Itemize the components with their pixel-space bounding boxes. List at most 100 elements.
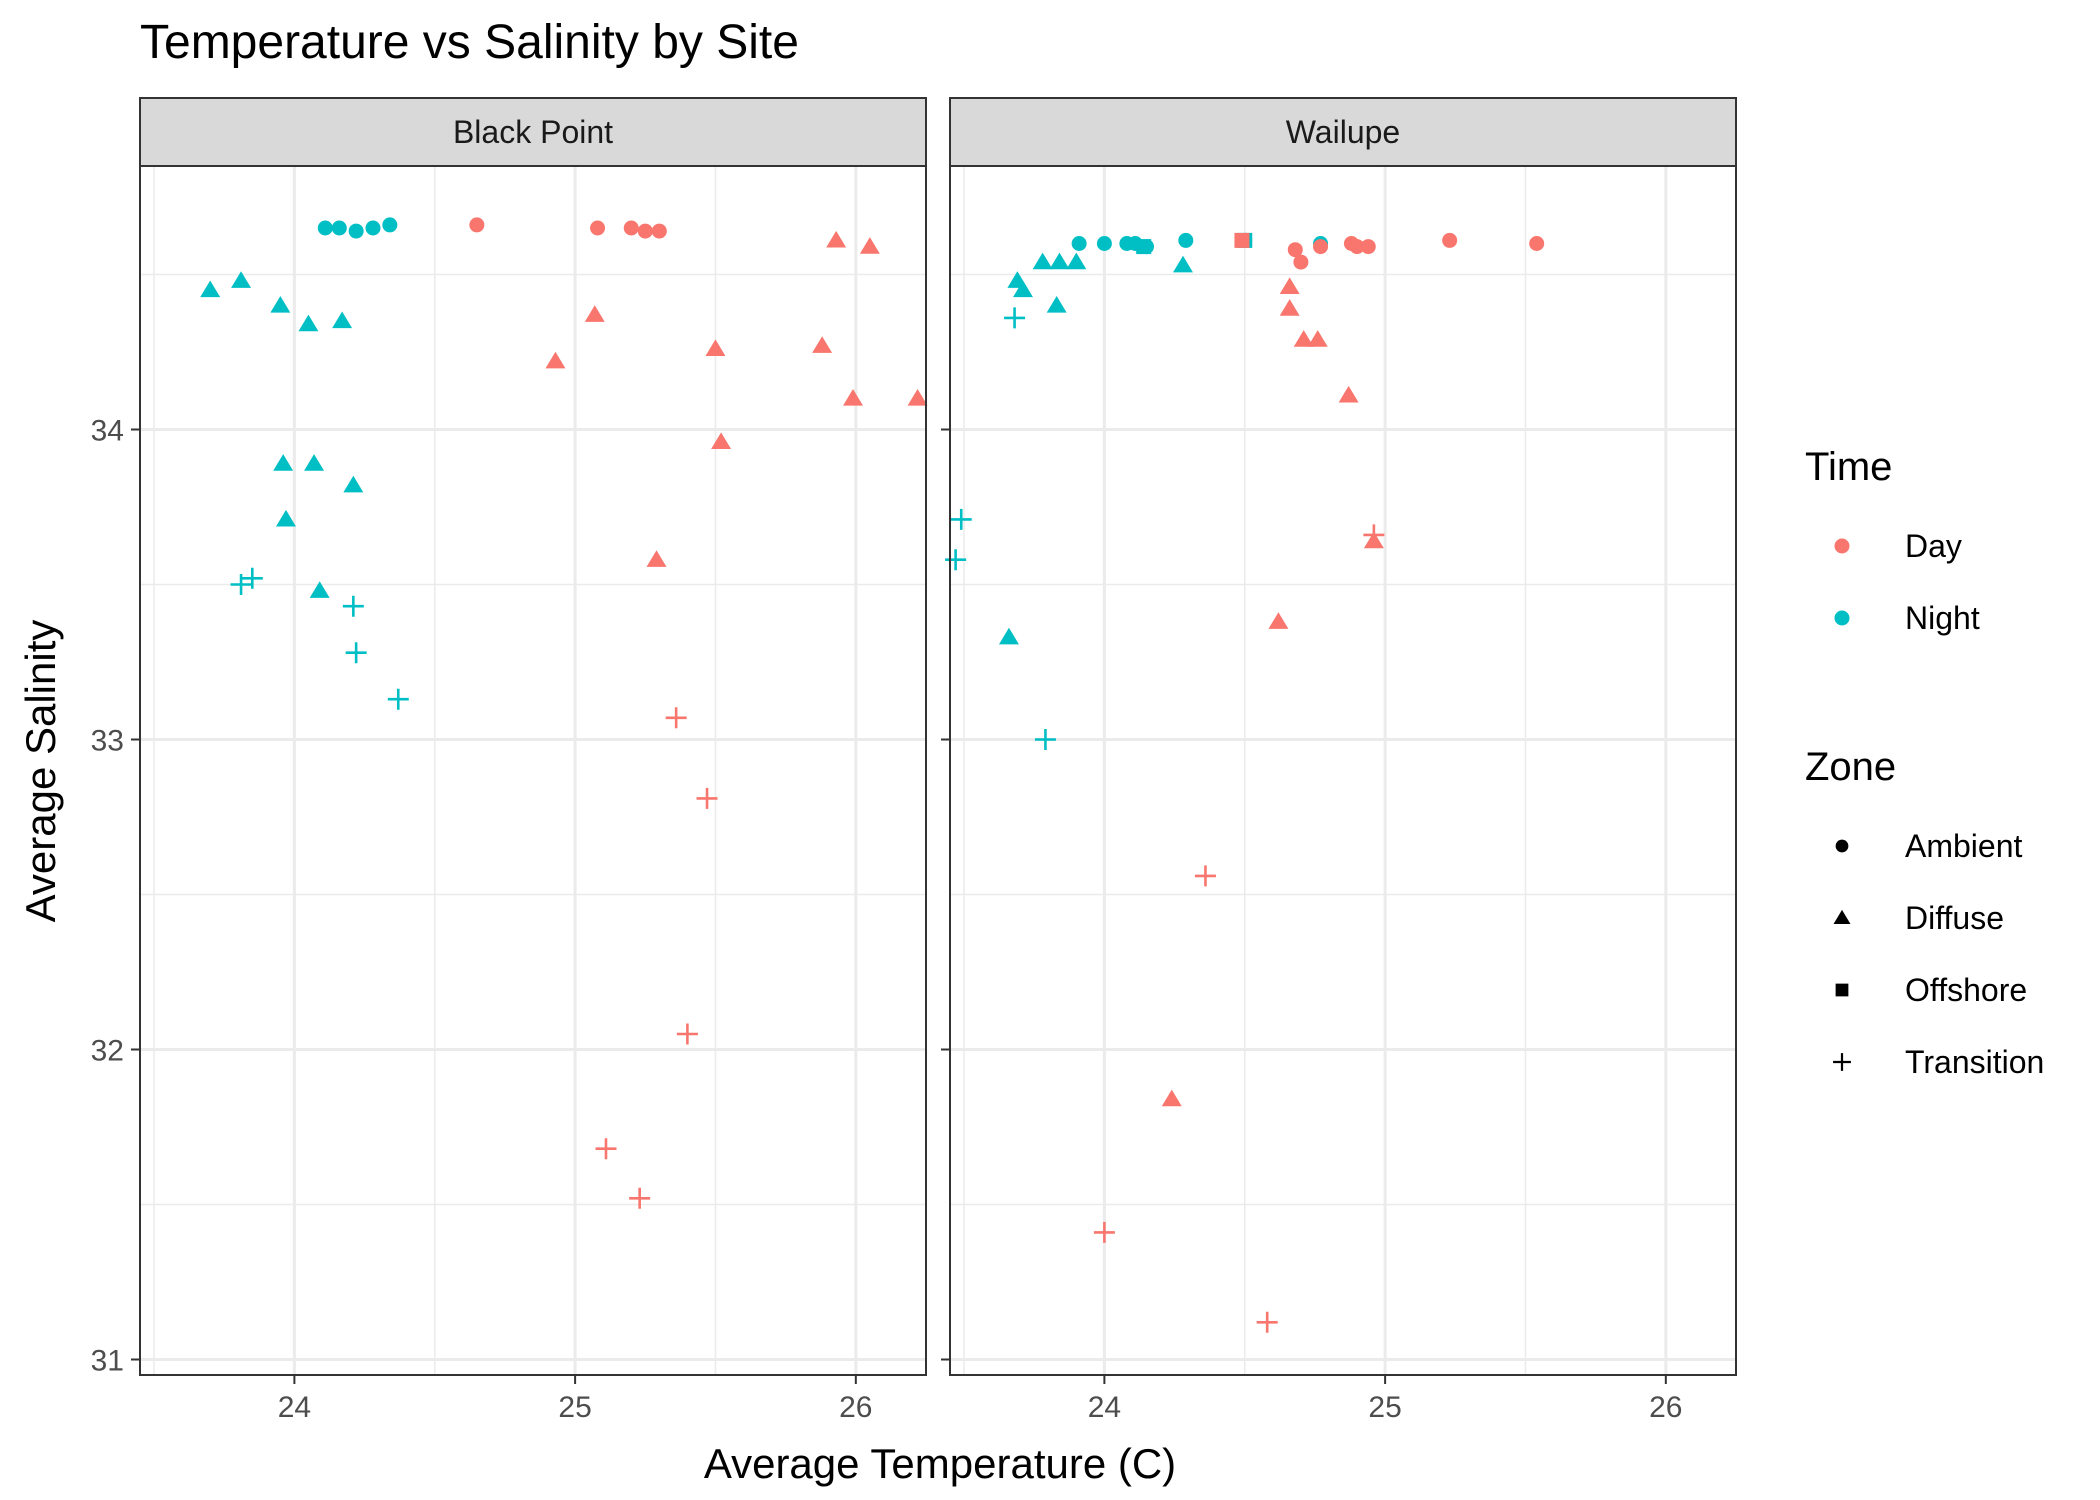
data-point xyxy=(1287,242,1303,258)
data-point xyxy=(1173,255,1193,273)
data-point xyxy=(1279,299,1300,316)
legend-key-day xyxy=(1834,538,1850,554)
x-tick-label: 26 xyxy=(1649,1391,1682,1424)
legend-key-offshore xyxy=(1835,983,1849,997)
data-point xyxy=(1234,232,1250,248)
legend-label: Diffuse xyxy=(1905,900,2004,936)
data-point xyxy=(705,339,726,357)
data-point xyxy=(812,336,833,353)
data-point xyxy=(365,220,381,236)
y-tick-label: 31 xyxy=(91,1345,124,1378)
data-point xyxy=(859,237,880,254)
facet-strip-label: Black Point xyxy=(453,114,613,150)
data-point xyxy=(200,280,221,298)
data-point xyxy=(1279,277,1300,295)
data-point xyxy=(1161,1089,1182,1107)
legend-label: Day xyxy=(1905,528,1962,564)
facet-strip-label: Wailupe xyxy=(1286,114,1400,150)
data-point xyxy=(676,1023,698,1045)
data-point xyxy=(1046,296,1067,313)
x-tick-label: 24 xyxy=(1088,1391,1121,1424)
legend-title-time: Time xyxy=(1805,445,1892,489)
data-point xyxy=(584,305,605,322)
data-point xyxy=(331,220,347,236)
data-point xyxy=(950,508,972,530)
y-axis-label: Average Salinity xyxy=(17,620,64,923)
x-tick-label: 26 xyxy=(839,1391,872,1424)
data-point xyxy=(345,642,367,664)
data-point xyxy=(1096,236,1112,251)
data-point xyxy=(646,550,667,567)
data-point xyxy=(1004,307,1026,329)
data-point xyxy=(231,271,252,288)
data-point xyxy=(1093,1221,1115,1243)
facet-strip xyxy=(139,97,927,167)
data-point xyxy=(907,389,928,406)
facet-panel-wailupe: Wailupe 24 25 26 xyxy=(941,97,1737,1424)
data-point xyxy=(1178,232,1194,248)
data-point xyxy=(469,217,485,233)
data-point xyxy=(711,432,732,450)
data-point xyxy=(1313,239,1329,255)
legend-label: Offshore xyxy=(1905,972,2027,1008)
data-point xyxy=(637,223,653,239)
data-point xyxy=(317,220,333,236)
panel-border xyxy=(949,165,1737,1376)
data-point xyxy=(1032,252,1053,270)
data-point xyxy=(651,223,667,239)
data-point xyxy=(1034,729,1056,750)
data-point xyxy=(1349,239,1365,255)
data-point xyxy=(1136,239,1152,255)
data-point xyxy=(1442,232,1458,248)
facet-strip xyxy=(949,97,1737,167)
y-tick-label: 34 xyxy=(91,415,124,448)
y-tick-label: 33 xyxy=(91,725,124,758)
data-point xyxy=(230,574,252,595)
data-point xyxy=(843,389,863,406)
data-point xyxy=(270,296,291,313)
data-point xyxy=(1360,239,1376,255)
legend: Time Day Night Zone Ambient Diffuse Offshore Tr… xyxy=(1805,445,2044,1080)
x-tick-label: 24 xyxy=(278,1391,311,1424)
data-point xyxy=(595,1138,617,1160)
data-point xyxy=(629,1187,651,1209)
y-tick-label: 32 xyxy=(91,1035,124,1068)
data-point xyxy=(1307,330,1328,347)
legend-key-diffuse xyxy=(1833,909,1851,925)
data-point xyxy=(826,230,847,248)
data-point xyxy=(1013,280,1033,298)
data-point xyxy=(387,688,409,710)
data-point xyxy=(1293,330,1314,347)
legend-label: Night xyxy=(1905,600,1980,636)
chart-title: Temperature vs Salinity by Site xyxy=(140,16,799,69)
data-point xyxy=(590,220,606,236)
data-point xyxy=(945,549,967,571)
data-point xyxy=(348,223,364,239)
legend-label: Transition xyxy=(1905,1044,2044,1080)
data-point xyxy=(1363,524,1385,546)
panel-background xyxy=(950,166,1736,1375)
data-point xyxy=(241,567,263,589)
data-point xyxy=(1049,252,1070,270)
data-point xyxy=(1066,252,1087,270)
data-point xyxy=(1194,865,1216,887)
data-point xyxy=(304,454,325,471)
data-point xyxy=(343,475,364,493)
data-point xyxy=(382,217,398,233)
data-point xyxy=(623,220,639,236)
data-point xyxy=(298,314,319,332)
data-point xyxy=(309,581,330,598)
legend-key-night xyxy=(1834,610,1850,626)
legend-key-ambient xyxy=(1835,839,1849,853)
legend-title-zone: Zone xyxy=(1805,745,1896,789)
data-point xyxy=(1338,385,1359,403)
panel-background xyxy=(140,166,926,1375)
data-point xyxy=(275,509,296,527)
data-point xyxy=(332,311,353,329)
data-point xyxy=(1529,236,1545,251)
x-tick-label: 25 xyxy=(1368,1391,1401,1424)
legend-label: Ambient xyxy=(1905,828,2023,864)
data-point xyxy=(1268,612,1289,629)
data-point xyxy=(1071,236,1087,251)
